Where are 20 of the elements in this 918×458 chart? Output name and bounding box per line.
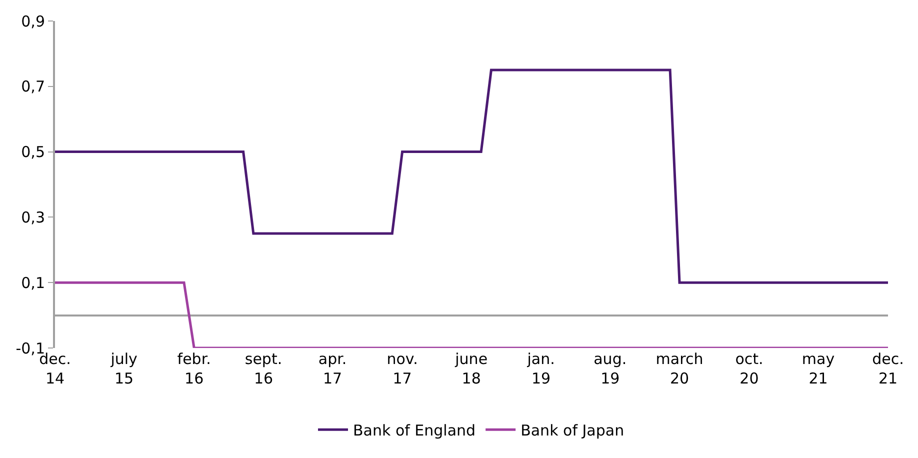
x-tick-label: febr. 16 bbox=[177, 350, 211, 388]
x-tick-label: dec. 21 bbox=[872, 350, 904, 388]
x-tick-label: oct. 20 bbox=[735, 350, 764, 388]
x-tick-label: july 15 bbox=[110, 350, 138, 388]
legend-label: Bank of England bbox=[353, 422, 476, 440]
x-tick-label: may 21 bbox=[802, 350, 835, 388]
x-tick-label: sept. 16 bbox=[244, 350, 282, 388]
x-tick-label: aug. 19 bbox=[594, 350, 627, 388]
y-tick-label: 0,3 bbox=[21, 208, 45, 226]
line-series bbox=[55, 68, 888, 284]
x-tick-label: jan. 19 bbox=[526, 350, 555, 388]
legend-label: Bank of Japan bbox=[520, 422, 624, 440]
x-tick-label: march 20 bbox=[656, 350, 704, 388]
y-tick-label: 0,7 bbox=[21, 78, 45, 96]
y-tick-label: 0,1 bbox=[21, 274, 45, 292]
x-tick-label: nov. 17 bbox=[386, 350, 418, 388]
x-tick-label: june 18 bbox=[454, 350, 488, 388]
x-tick-label: apr. 17 bbox=[318, 350, 347, 388]
y-tick-label: 0,5 bbox=[21, 143, 45, 162]
y-tick-label: 0,9 bbox=[21, 12, 45, 30]
